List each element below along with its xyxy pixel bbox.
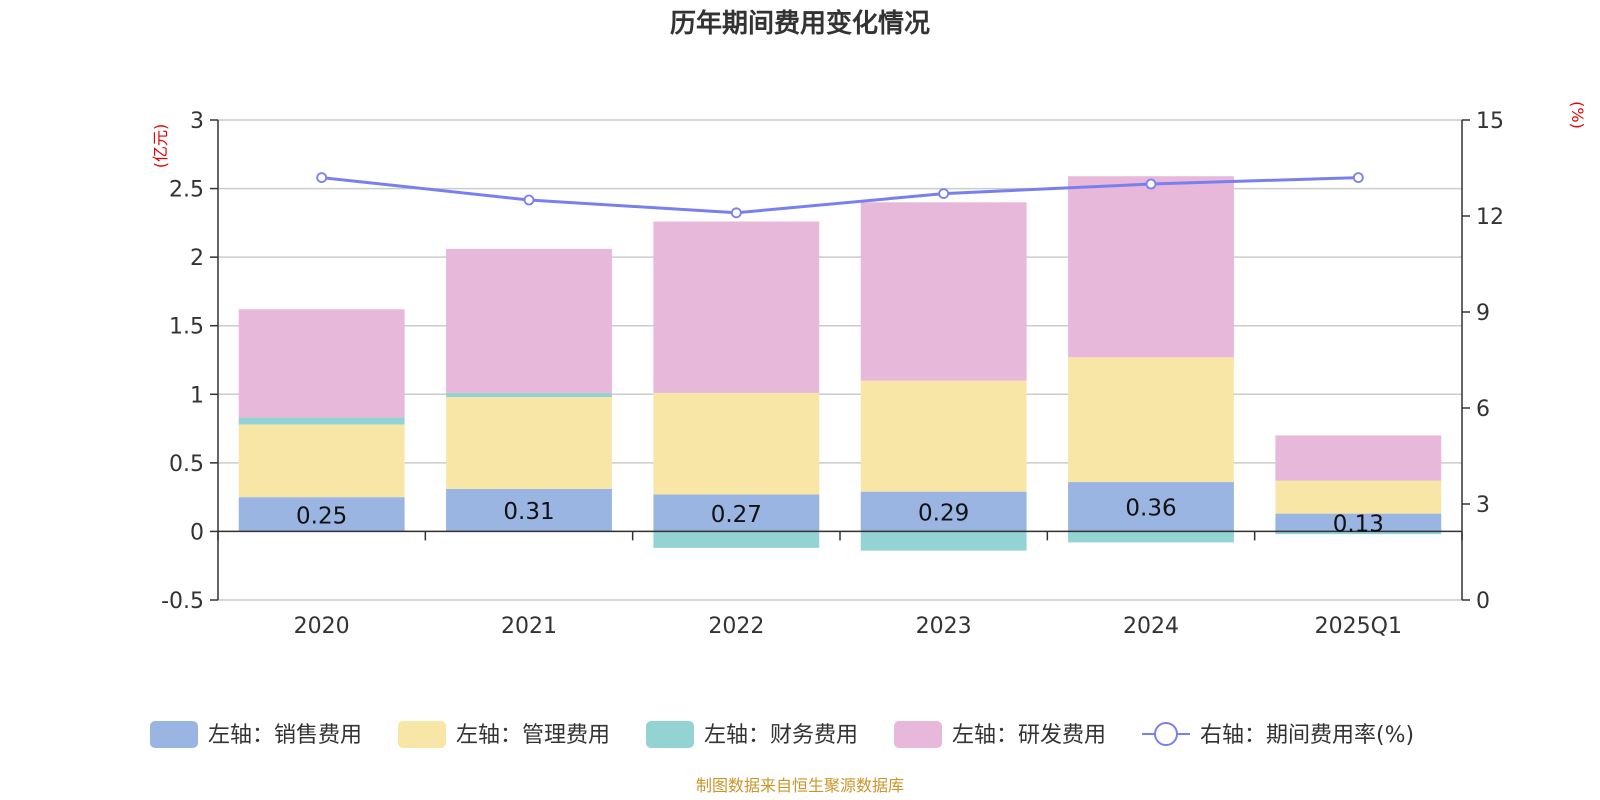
legend-line-marker — [1154, 722, 1178, 746]
bar-segment — [1275, 480, 1442, 514]
bar-segment — [446, 397, 612, 489]
x-axis-tick-label: 2022 — [708, 614, 764, 639]
bar-segment — [238, 417, 405, 425]
x-axis-tick-label: 2023 — [916, 614, 972, 639]
bar-segment — [1275, 513, 1442, 532]
rate-point — [316, 172, 328, 184]
right-axis-tick-label: 15 — [1476, 109, 1504, 134]
left-axis-tick-label: 0 — [190, 520, 204, 545]
source-note: 制图数据来自恒生聚源数据库 — [696, 776, 904, 795]
bar-segment — [446, 248, 612, 393]
axes: 3 2.5 2 1.5 1 0.5 0 -0.5 15 12 9 6 3 0 2020 2021 2022 202… — [161, 109, 1504, 639]
bar-segment — [238, 497, 405, 532]
right-axis-tick-label: 3 — [1476, 493, 1490, 518]
bar-segment — [1068, 176, 1234, 358]
legend-label: 右轴：期间费用率(%) — [1200, 723, 1414, 748]
bar-segment — [1275, 531, 1442, 535]
left-axis-tick-label: 0.5 — [169, 452, 204, 477]
bar-segment — [238, 309, 405, 418]
bar-segment — [860, 202, 1027, 381]
legend-label: 左轴：管理费用 — [456, 723, 610, 748]
legend: 左轴：销售费用 左轴：管理费用 左轴：财务费用 左轴：研发费用 右轴：期间费用率(%) — [150, 721, 1414, 748]
bar-data-label: 0.27 — [711, 502, 762, 528]
bar-segment — [653, 392, 820, 495]
right-axis-unit: (%) — [1568, 101, 1587, 129]
x-axis-tick-label: 2024 — [1123, 614, 1179, 639]
bar-segment — [860, 531, 1027, 551]
bar-segment — [238, 424, 405, 498]
bar-data-label: 0.36 — [1125, 496, 1176, 522]
bar-segment — [1068, 482, 1234, 532]
rate-point — [523, 194, 535, 206]
bar-segment — [653, 221, 820, 393]
rate-line — [316, 172, 1364, 219]
legend-swatch — [150, 721, 198, 748]
right-axis-tick-label: 12 — [1476, 205, 1504, 230]
bars — [238, 176, 1442, 551]
rate-point — [1352, 172, 1364, 184]
bar-segment — [1068, 357, 1234, 483]
x-axis-tick-label: 2021 — [501, 614, 557, 639]
right-axis-tick-label: 9 — [1476, 301, 1490, 326]
left-axis-tick-label: 3 — [190, 109, 204, 134]
bar-data-label: 0.29 — [918, 501, 969, 527]
legend-swatch — [398, 721, 446, 748]
bar-segment — [446, 488, 612, 532]
rate-point — [1145, 178, 1157, 190]
right-axis-tick-label: 0 — [1476, 589, 1490, 614]
bar-segment — [860, 491, 1027, 532]
left-axis-tick-label: -0.5 — [161, 589, 204, 614]
legend-label: 左轴：研发费用 — [952, 723, 1106, 748]
rate-point — [730, 207, 742, 219]
legend-swatch — [894, 721, 942, 748]
bar-segment — [653, 531, 820, 548]
bar-segment — [653, 494, 820, 532]
x-axis-tick-label: 2025Q1 — [1315, 614, 1402, 639]
bar-data-label: 0.31 — [503, 499, 554, 525]
bar-segment — [446, 392, 612, 398]
left-axis-tick-label: 2.5 — [169, 178, 204, 203]
bar-segment — [860, 380, 1027, 492]
rate-polyline — [321, 176, 1359, 215]
rate-point — [938, 188, 950, 200]
left-axis-tick-label: 1.5 — [169, 315, 204, 340]
bar-labels: 0.25 0.31 0.27 0.29 0.36 0.13 — [296, 496, 1384, 538]
bar-segment — [1068, 531, 1234, 543]
bar-data-label: 0.25 — [296, 503, 347, 529]
legend-label: 左轴：销售费用 — [208, 723, 362, 748]
legend-label: 左轴：财务费用 — [704, 723, 858, 748]
bar-data-label: 0.13 — [1333, 512, 1384, 538]
x-axis-tick-label: 2020 — [294, 614, 350, 639]
legend-swatch — [646, 721, 694, 748]
right-axis-tick-label: 6 — [1476, 397, 1490, 422]
left-axis-unit: (亿元) — [151, 124, 170, 169]
bar-segment — [1275, 435, 1442, 481]
left-axis-tick-label: 1 — [190, 383, 204, 408]
chart-title: 历年期间费用变化情况 — [670, 8, 930, 39]
left-axis-tick-label: 2 — [190, 246, 204, 271]
